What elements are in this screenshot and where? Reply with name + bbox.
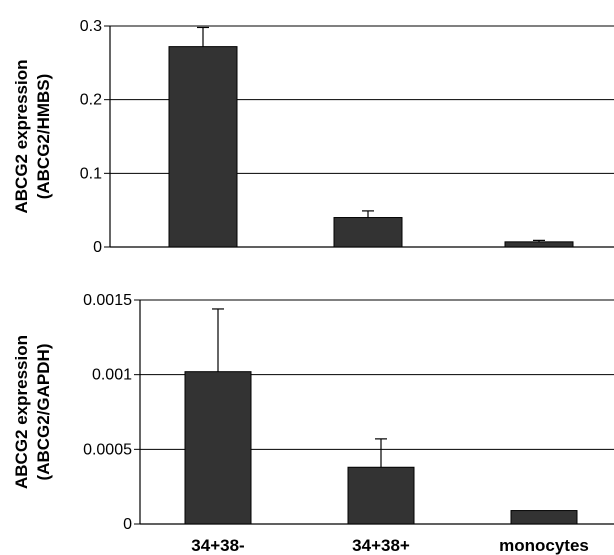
panel2-bar-monocytes: [510, 510, 578, 525]
panel1-y-axis-label-line2: (ABCG2/HMBS): [34, 74, 53, 200]
panel2-bar-34+38+: [347, 466, 415, 525]
panel1-y-tick-label: 0.1: [80, 165, 102, 182]
category-label: monocytes: [499, 536, 589, 555]
panel1-bar-monocytes: [504, 241, 574, 248]
panel1-y-tick-label: 0.3: [80, 18, 102, 35]
panel1-y-tick-label: 0: [93, 239, 102, 256]
panel1-bar-34+38-: [168, 46, 238, 248]
panel2-bar-34+38-: [184, 371, 252, 525]
panel1-bar-34+38+: [333, 217, 403, 248]
panel2-y-tick-label: 0.0015: [83, 292, 132, 309]
category-label: 34+38+: [352, 536, 410, 555]
panel1-y-axis-label-line1: ABCG2 expression: [12, 60, 31, 214]
panel2-y-tick-label: 0.0005: [83, 441, 132, 458]
panel2-y-axis-label-line1: ABCG2 expression: [12, 335, 31, 489]
panel2-y-tick-label: 0: [123, 516, 132, 533]
panel2-y-tick-label: 0.001: [92, 367, 132, 384]
panel1-y-tick-label: 0.2: [80, 92, 102, 109]
panel2-y-axis-label-line2: (ABCG2/GAPDH): [34, 344, 53, 481]
category-label: 34+38-: [191, 536, 244, 555]
